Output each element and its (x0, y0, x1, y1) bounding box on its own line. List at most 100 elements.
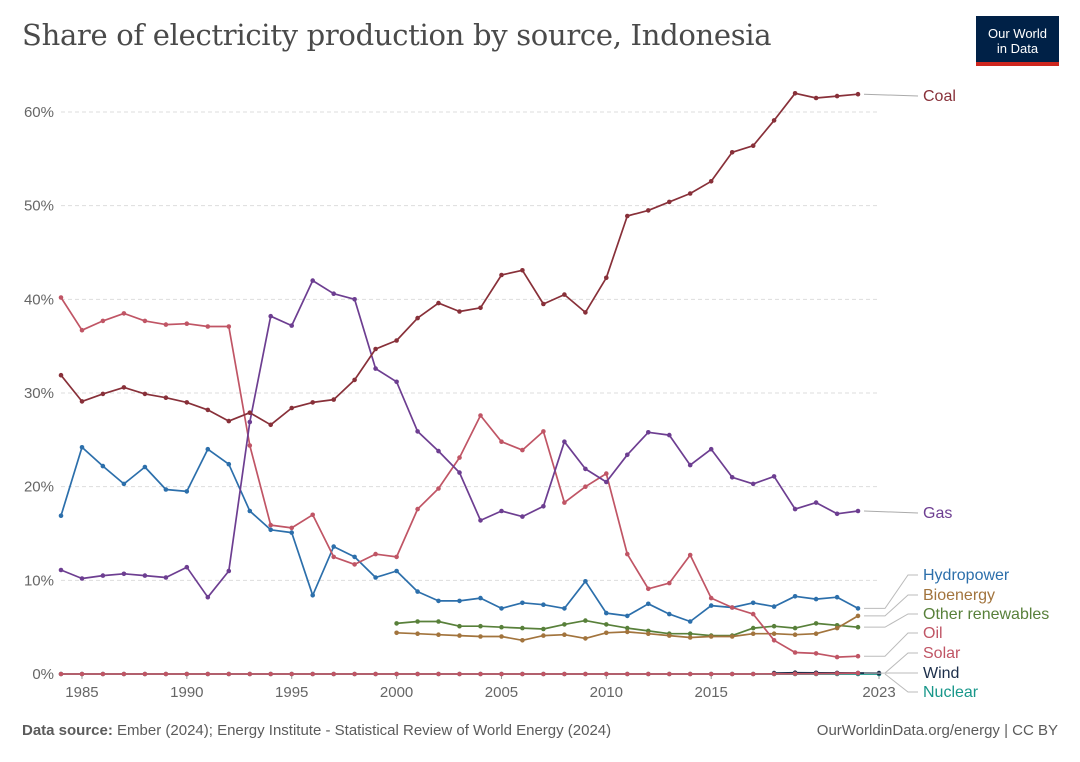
gas-point (310, 278, 316, 283)
hydropower-point (100, 463, 106, 469)
other-renewables-point (457, 623, 462, 629)
coal-point (79, 399, 85, 404)
solar-connector (864, 652, 918, 674)
hydropower-point (520, 600, 525, 606)
solar-point (163, 671, 169, 677)
solar-point (625, 671, 630, 677)
coal-point (226, 418, 232, 424)
gas-point (58, 567, 64, 573)
bioenergy-point (604, 630, 609, 636)
gas-point (604, 479, 609, 485)
oil-point (729, 605, 735, 610)
hydropower-point (289, 530, 295, 535)
oil-point (625, 551, 630, 557)
solar-point (352, 671, 357, 677)
bioenergy-point (478, 634, 483, 639)
other-renewables-point (583, 618, 588, 623)
x-tick-label: 1985 (65, 684, 98, 701)
footer-url[interactable]: OurWorldinData.org/energy | CC BY (816, 722, 1058, 739)
coal-point (100, 391, 106, 397)
coal-point (394, 338, 399, 343)
gas-point (813, 500, 819, 505)
owid-logo[interactable]: Our World in Data (976, 16, 1059, 66)
hydropower-point (184, 489, 190, 494)
hydropower-point (142, 464, 148, 470)
source-label: Data source: (22, 722, 113, 739)
oil-point (583, 484, 588, 490)
other-renewables-label: Other renewables (923, 606, 1049, 623)
logo-line-1: Our World (988, 26, 1047, 41)
solar-point (499, 671, 504, 677)
oil-point (121, 311, 127, 316)
gas-point (541, 504, 546, 509)
hydropower-point (247, 508, 253, 514)
bioenergy-point (667, 633, 672, 638)
coal-point (834, 93, 840, 99)
solar-point (79, 671, 85, 677)
hydropower-point (604, 610, 609, 616)
solar-point (58, 671, 64, 677)
gas-line (60, 279, 859, 599)
hydropower-point (583, 579, 588, 584)
solar-point (457, 671, 462, 677)
gas-label: Gas (923, 505, 952, 522)
coal-point (499, 272, 504, 278)
bioenergy-point (436, 632, 441, 637)
y-tick-label: 40% (24, 291, 54, 308)
oil-point (79, 327, 85, 333)
solar-point (541, 671, 546, 677)
hydropower-point (750, 600, 756, 606)
hydropower-point (667, 611, 672, 617)
gas-point (331, 291, 337, 297)
gas-point (750, 481, 756, 487)
bioenergy-point (771, 631, 777, 636)
bioenergy-point (729, 634, 735, 639)
other-renewables-point (478, 623, 483, 629)
coal-point (813, 95, 819, 101)
gas-point (834, 511, 840, 517)
hydropower-point (121, 481, 127, 487)
bioenergy-point (499, 634, 504, 639)
other-renewables-point (499, 624, 504, 630)
y-tick-label: 60% (24, 104, 54, 121)
gas-point (687, 462, 693, 468)
hydropower-point (813, 596, 819, 602)
bioenergy-point (520, 638, 525, 643)
oil-point (142, 318, 148, 324)
coal-point (436, 300, 441, 306)
bioenergy-point (855, 613, 861, 619)
oil-point (750, 611, 756, 617)
coal-point (142, 391, 148, 397)
coal-point (562, 292, 567, 297)
oil-point (667, 580, 672, 586)
coal-point (478, 305, 483, 311)
x-tick-label: 1990 (170, 684, 203, 701)
other-renewables-point (562, 622, 567, 627)
coal-point (541, 301, 546, 307)
hydropower-point (687, 619, 693, 624)
solar-point (729, 671, 735, 677)
solar-point (226, 671, 232, 677)
oil-point (499, 439, 504, 445)
x-tick-label: 2005 (485, 684, 518, 701)
solar-point (792, 671, 798, 677)
hydropower-point (625, 613, 630, 619)
coal-point (310, 400, 316, 405)
coal-point (58, 372, 64, 378)
oil-point (855, 653, 861, 659)
oil-point (247, 443, 253, 448)
hydropower-point (79, 445, 85, 450)
coal-point (792, 91, 798, 96)
gas-point (415, 429, 420, 434)
gas-point (394, 379, 399, 385)
bioenergy-point (646, 631, 651, 636)
coal-point (625, 213, 630, 219)
hydropower-point (394, 568, 399, 574)
oil-point (163, 322, 169, 327)
oil-point (834, 654, 840, 660)
hydropower-point (457, 598, 462, 604)
gas-point (562, 439, 567, 445)
oil-label: Oil (923, 625, 943, 642)
hydropower-label: Hydropower (923, 567, 1010, 584)
chart-title: Share of electricity production by sourc… (22, 18, 772, 52)
